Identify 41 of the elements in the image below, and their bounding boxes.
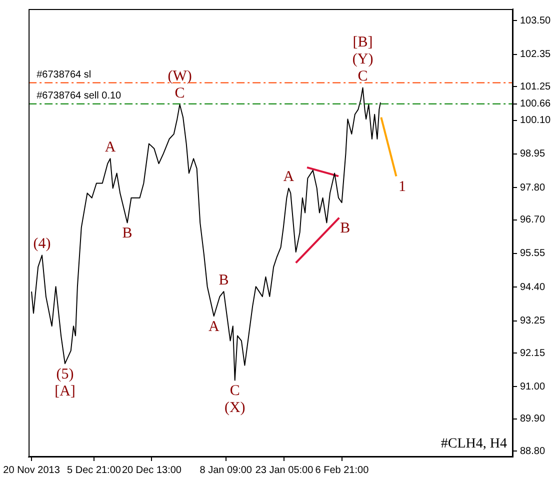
y-tick-label: 94.40 bbox=[520, 282, 546, 293]
y-tick-label: 103.50 bbox=[520, 15, 552, 26]
y-tick-label: 91.00 bbox=[520, 381, 546, 392]
x-tick-label: 20 Dec 13:00 bbox=[122, 464, 182, 476]
annotation: A bbox=[208, 319, 220, 336]
y-tick-label: 100.66 bbox=[520, 98, 552, 110]
annotation: B bbox=[122, 226, 132, 242]
y-tick-label: 98.95 bbox=[520, 148, 546, 160]
annotation: (4) bbox=[33, 236, 51, 252]
y-tick-label: 97.80 bbox=[520, 182, 546, 194]
y-tick-label: 93.25 bbox=[520, 316, 546, 327]
x-tick-label: 5 Dec 21:00 bbox=[67, 464, 122, 476]
annotation: #CLH4, H4 bbox=[440, 436, 507, 452]
annotation: C bbox=[174, 85, 185, 102]
ref-line-label: #6738764 sl bbox=[36, 70, 92, 81]
annotation: (5) bbox=[56, 366, 74, 383]
y-tick-label: 100.10 bbox=[520, 115, 552, 126]
annotation: C bbox=[230, 383, 240, 400]
y-tick-label: 89.90 bbox=[520, 414, 546, 425]
annotation: A bbox=[104, 140, 116, 156]
y-tick-label: 101.25 bbox=[520, 81, 552, 92]
x-tick-label: 6 Feb 21:00 bbox=[315, 464, 370, 476]
annotation: (X) bbox=[224, 400, 246, 416]
annotation: A bbox=[283, 169, 294, 186]
annotation: B bbox=[218, 272, 229, 288]
y-tick-label: 102.35 bbox=[520, 49, 552, 60]
x-tick-label: 23 Jan 05:00 bbox=[255, 464, 314, 476]
y-tick-label: 96.70 bbox=[520, 214, 546, 226]
annotation: (W) bbox=[168, 68, 192, 84]
annotation: B bbox=[340, 220, 350, 237]
x-tick-label: 8 Jan 09:00 bbox=[200, 464, 252, 476]
annotation: (Y) bbox=[352, 52, 374, 68]
annotation: [A] bbox=[54, 384, 76, 400]
y-tick-label: 95.55 bbox=[520, 248, 546, 260]
y-tick-label: 88.80 bbox=[520, 446, 546, 457]
annotation: C bbox=[358, 68, 368, 85]
annotation: [B] bbox=[352, 34, 373, 51]
annotation: 1 bbox=[398, 179, 406, 196]
x-tick-label: 20 Nov 2013 bbox=[3, 464, 60, 476]
y-tick-label: 92.15 bbox=[520, 348, 546, 359]
ref-line-label: #6738764 sell 0.10 bbox=[36, 90, 122, 102]
